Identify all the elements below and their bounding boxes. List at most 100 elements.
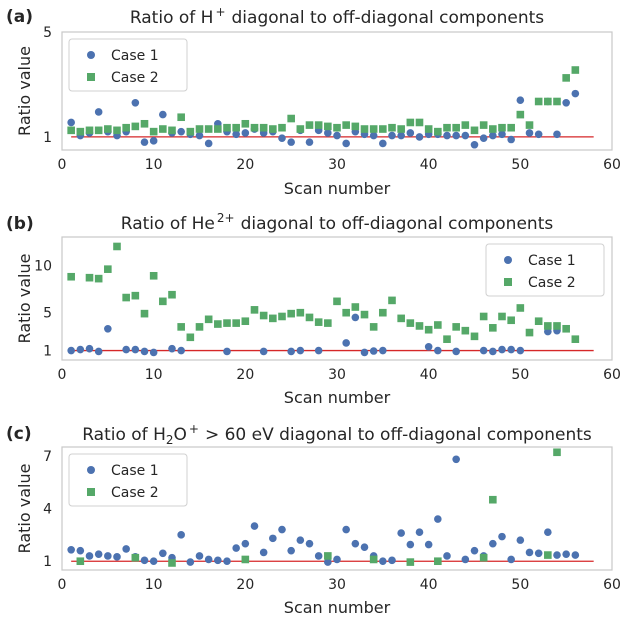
data-point-case2 bbox=[67, 272, 75, 281]
data-point-case1 bbox=[324, 558, 332, 566]
panel-label: (c) bbox=[6, 424, 32, 444]
data-point-case1 bbox=[507, 345, 515, 354]
panel-a: 0 10 20 30 40 50 60 1 5 Scan number Ratio value (a)… bbox=[6, 5, 621, 198]
data-point-case2 bbox=[177, 323, 185, 331]
data-point-case1 bbox=[452, 455, 460, 464]
data-point-case1 bbox=[379, 557, 387, 566]
data-point-case1 bbox=[534, 549, 543, 558]
plot-frame bbox=[61, 31, 613, 151]
legend-label: Case 2 bbox=[111, 70, 159, 86]
data-point-case1 bbox=[461, 131, 470, 140]
data-point-case1 bbox=[369, 347, 378, 355]
data-point-case1 bbox=[259, 548, 268, 557]
data-point-case2 bbox=[85, 273, 94, 282]
data-point-case1 bbox=[223, 347, 231, 356]
data-point-case1 bbox=[388, 556, 396, 565]
data-point-case2 bbox=[131, 122, 140, 131]
y-axis-label: Ratio value bbox=[15, 254, 34, 344]
y-tick-label: 1 bbox=[43, 344, 52, 360]
data-point-case2 bbox=[489, 125, 497, 133]
data-point-case1 bbox=[195, 552, 204, 560]
x-axis-label: Scan number bbox=[284, 179, 391, 198]
data-point-case2 bbox=[479, 121, 488, 129]
x-tick-label: 40 bbox=[420, 157, 438, 173]
data-point-case1 bbox=[553, 130, 561, 139]
legend-label: Case 1 bbox=[111, 48, 159, 64]
data-point-case1 bbox=[177, 346, 185, 355]
data-point-case2 bbox=[369, 555, 378, 564]
data-point-case1 bbox=[186, 558, 195, 566]
y-tick-label: 5 bbox=[43, 306, 52, 322]
legend-marker-case1 bbox=[87, 466, 95, 474]
data-point-case1 bbox=[287, 138, 295, 146]
data-point-case2 bbox=[342, 121, 350, 129]
data-point-case1 bbox=[507, 135, 515, 144]
data-point-case2 bbox=[67, 126, 75, 135]
data-point-case1 bbox=[379, 346, 387, 355]
data-point-case2 bbox=[269, 125, 277, 133]
x-tick-label: 0 bbox=[58, 577, 67, 593]
data-point-case1 bbox=[250, 522, 259, 530]
data-point-case1 bbox=[415, 133, 424, 141]
data-point-case2 bbox=[250, 123, 259, 132]
data-point-case1 bbox=[76, 345, 85, 354]
data-point-case1 bbox=[544, 528, 552, 537]
data-point-case2 bbox=[113, 242, 121, 251]
y-axis-label: Ratio value bbox=[15, 46, 34, 136]
data-point-case2 bbox=[214, 320, 222, 328]
legend-marker-case1 bbox=[504, 256, 512, 264]
data-point-case1 bbox=[415, 528, 424, 537]
data-point-case1 bbox=[113, 553, 121, 561]
data-point-case2 bbox=[461, 121, 470, 129]
legend-marker-case1 bbox=[87, 51, 95, 59]
data-point-case2 bbox=[204, 125, 213, 133]
data-point-case2 bbox=[287, 309, 295, 318]
data-point-case2 bbox=[507, 316, 515, 325]
data-point-case2 bbox=[415, 322, 424, 330]
data-point-case2 bbox=[562, 74, 570, 82]
data-point-case1 bbox=[149, 557, 158, 566]
data-point-case1 bbox=[314, 346, 323, 355]
data-point-case1 bbox=[104, 552, 112, 560]
data-point-case2 bbox=[324, 319, 332, 327]
data-point-case1 bbox=[131, 345, 140, 354]
x-tick-label: 20 bbox=[236, 577, 254, 593]
data-point-case2 bbox=[424, 125, 433, 133]
data-point-case2 bbox=[452, 123, 460, 132]
data-point-case1 bbox=[94, 550, 103, 558]
data-point-case1 bbox=[406, 540, 415, 549]
legend-box bbox=[68, 38, 188, 92]
data-point-case1 bbox=[140, 138, 149, 146]
data-point-case2 bbox=[369, 125, 378, 133]
data-point-case2 bbox=[140, 309, 149, 318]
legend-box bbox=[485, 243, 605, 297]
x-axis-label: Scan number bbox=[284, 598, 391, 617]
data-point-case1 bbox=[333, 131, 341, 140]
data-point-case2 bbox=[278, 123, 286, 132]
data-point-case2 bbox=[195, 323, 204, 331]
data-point-case2 bbox=[406, 118, 415, 127]
plot-frame bbox=[61, 446, 613, 571]
series-2 bbox=[76, 448, 561, 567]
data-point-case2 bbox=[195, 125, 204, 133]
data-point-case1 bbox=[177, 531, 185, 539]
data-point-case2 bbox=[553, 448, 561, 457]
title-rest: diagonal to off-diagonal components bbox=[232, 8, 545, 28]
legend-box bbox=[68, 453, 188, 507]
data-point-case2 bbox=[544, 322, 552, 330]
data-point-case1 bbox=[140, 556, 149, 565]
data-point-case2 bbox=[553, 322, 561, 330]
data-point-case2 bbox=[76, 127, 85, 136]
title-rest: > 60 eV diagonal to off-diagonal compone… bbox=[205, 425, 592, 445]
legend-label: Case 1 bbox=[528, 253, 576, 269]
data-point-case2 bbox=[479, 553, 488, 562]
data-point-case2 bbox=[104, 265, 112, 273]
data-point-case2 bbox=[85, 126, 94, 135]
data-point-case1 bbox=[562, 99, 570, 107]
data-point-case1 bbox=[204, 139, 213, 148]
data-point-case2 bbox=[259, 311, 268, 320]
title-mid: O bbox=[174, 425, 187, 445]
data-point-case2 bbox=[470, 332, 479, 341]
data-point-case1 bbox=[489, 347, 497, 356]
data-point-case2 bbox=[259, 123, 268, 132]
